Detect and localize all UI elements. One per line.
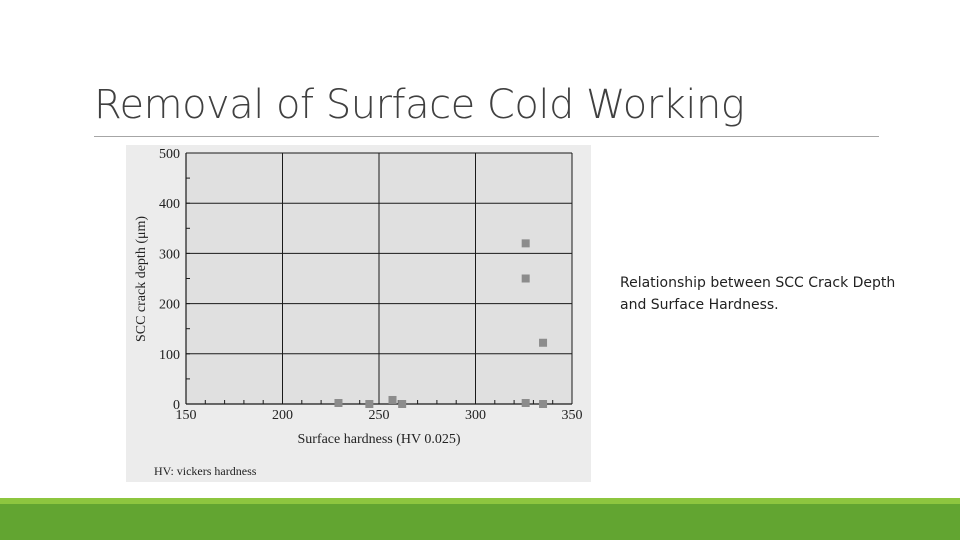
y-tick-label: 200: [159, 298, 180, 313]
data-point: [539, 338, 548, 347]
data-point: [398, 400, 407, 408]
y-tick-label: 0: [173, 398, 180, 413]
figure-caption: Relationship between SCC Crack Depth and…: [620, 275, 896, 313]
data-point: [539, 400, 548, 408]
grid-lines: [186, 152, 573, 404]
x-tick-label: 350: [562, 408, 583, 423]
data-point: [521, 274, 530, 283]
slide-title: Removal of Surface Cold Working: [94, 82, 745, 128]
title-divider: [94, 136, 879, 137]
data-point: [334, 398, 343, 407]
y-tick-label: 300: [159, 247, 180, 262]
data-point: [365, 400, 374, 408]
chart-figure: 150 200 250 300 350 0 100 200 300 400 500 Surface …: [126, 145, 591, 482]
tick-labels: 150 200 250 300 350 0 100 200 300 400 500: [159, 147, 583, 423]
data-point: [521, 398, 530, 407]
y-tick-label: 400: [159, 197, 180, 212]
data-points: [334, 239, 548, 408]
x-tick-label: 250: [369, 408, 390, 423]
y-tick-label: 500: [159, 147, 180, 162]
x-tick-label: 150: [176, 408, 197, 423]
data-point: [521, 239, 530, 248]
footer-accent-bar: [0, 498, 960, 504]
y-tick-label: 100: [159, 348, 180, 363]
figure-footnote: HV: vickers hardness: [154, 464, 257, 478]
x-axis-label: Surface hardness (HV 0.025): [297, 432, 460, 447]
scatter-chart: 150 200 250 300 350 0 100 200 300 400 500 Surface …: [134, 147, 583, 478]
data-point: [388, 395, 397, 404]
x-tick-label: 200: [272, 408, 293, 423]
y-axis-label: SCC crack depth (μm): [134, 216, 149, 342]
footer-bar: [0, 504, 960, 540]
x-tick-label: 300: [465, 408, 486, 423]
